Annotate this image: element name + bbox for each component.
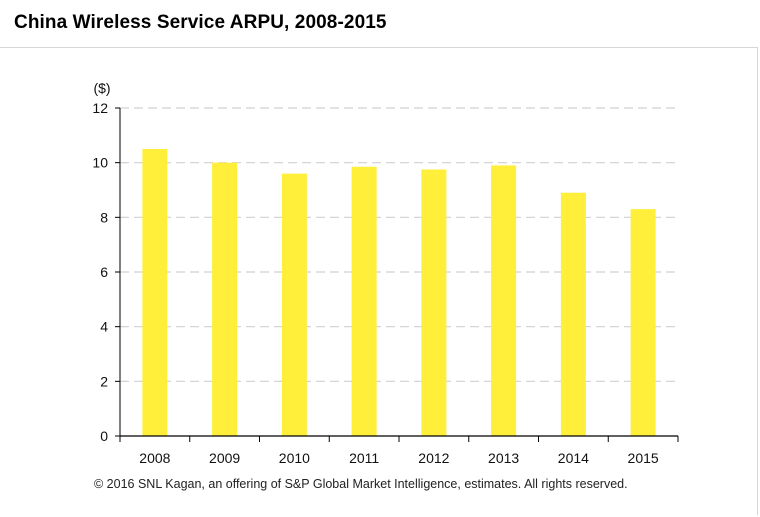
- bar-2008: [142, 149, 168, 436]
- bar-2012: [421, 169, 447, 436]
- gridlines: [120, 107, 678, 382]
- y-axis-label: ($): [93, 80, 110, 96]
- y-tick-label: 8: [100, 209, 108, 225]
- page-title: China Wireless Service ARPU, 2008-2015: [14, 12, 387, 33]
- x-tick-label: 2008: [139, 450, 170, 466]
- bar-2010: [281, 173, 307, 436]
- chart-frame: [0, 47, 758, 515]
- source-note: © 2016 SNL Kagan, an offering of S&P Glo…: [94, 477, 628, 491]
- x-tick-label: 2011: [349, 450, 379, 466]
- y-tick-label: 10: [92, 155, 108, 171]
- y-tick-label: 2: [100, 373, 108, 389]
- x-tick-label: 2010: [279, 450, 310, 466]
- x-tick-label: 2015: [628, 450, 659, 466]
- x-tick-label: 2009: [209, 450, 240, 466]
- bar-2009: [212, 162, 238, 436]
- bar-2013: [491, 165, 517, 436]
- x-tick-label: 2012: [418, 450, 449, 466]
- bar-2014: [560, 192, 586, 436]
- y-tick-label: 12: [92, 100, 108, 116]
- bar-2011: [351, 166, 377, 436]
- y-tick-label: 4: [100, 319, 108, 335]
- axes: [115, 107, 679, 442]
- x-tick-label: 2014: [558, 450, 589, 466]
- y-tick-label: 0: [100, 428, 108, 444]
- y-tick-label: 6: [100, 264, 108, 280]
- tick-labels: 0 2 4 6 8 10 12 ($) 2008 2009 2010 2011 2012 2013 2014…: [92, 80, 658, 466]
- x-tick-label: 2013: [488, 450, 519, 466]
- bars: [142, 149, 656, 436]
- bar-2015: [630, 209, 656, 436]
